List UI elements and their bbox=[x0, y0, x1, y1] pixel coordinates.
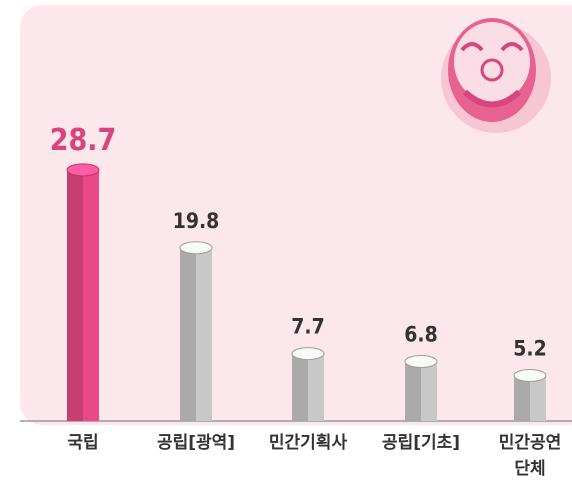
category-label: 공립[광역] bbox=[156, 433, 236, 453]
value-label: 5.2 bbox=[513, 337, 546, 361]
category-label: 공립[기초] bbox=[381, 433, 461, 453]
bar-body-light bbox=[83, 169, 99, 421]
mask-icon bbox=[441, 18, 551, 133]
category-label: 민간공연 단체 bbox=[498, 433, 562, 479]
bar-body-light bbox=[421, 361, 437, 421]
bar-body bbox=[405, 361, 421, 421]
bar-body bbox=[180, 247, 196, 421]
value-label: 7.7 bbox=[291, 315, 324, 339]
bar-top bbox=[404, 355, 438, 368]
value-label: 6.8 bbox=[404, 323, 437, 347]
bar-body-light bbox=[530, 375, 546, 421]
bar-top bbox=[179, 241, 213, 255]
category-label: 민간기획사 bbox=[268, 433, 348, 453]
bar bbox=[179, 241, 213, 421]
value-label: 19.8 bbox=[173, 209, 220, 233]
bar-top bbox=[291, 347, 325, 361]
panel bbox=[20, 5, 572, 425]
bar-body bbox=[514, 375, 530, 421]
bar-body-light bbox=[308, 353, 324, 421]
bar-top bbox=[513, 369, 547, 382]
bar-body bbox=[67, 169, 83, 421]
bar bbox=[66, 163, 100, 421]
bar-body bbox=[292, 353, 308, 421]
category-label: 국립 bbox=[67, 433, 99, 453]
value-label: 28.7 bbox=[50, 123, 117, 158]
bar bbox=[404, 355, 438, 421]
bar bbox=[291, 347, 325, 421]
bar bbox=[513, 369, 547, 421]
bar-top bbox=[66, 163, 100, 177]
bar-body-light bbox=[196, 247, 212, 421]
